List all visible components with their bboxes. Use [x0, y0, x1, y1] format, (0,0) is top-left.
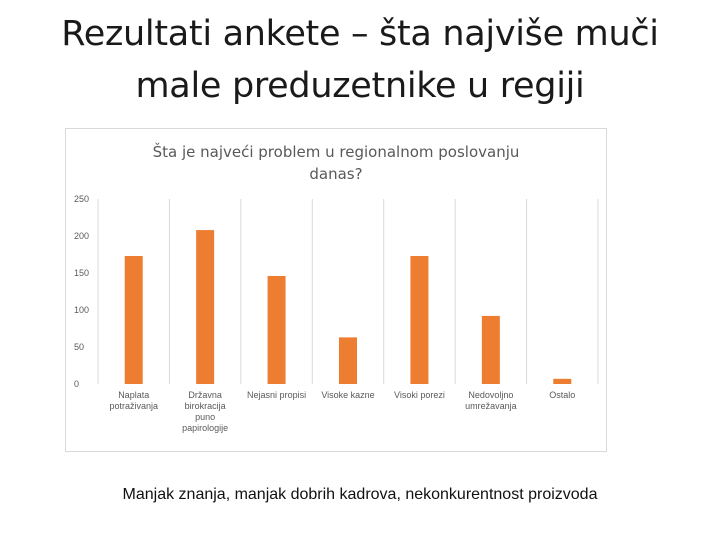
x-tick-label: birokracija: [185, 401, 226, 411]
y-tick-label: 150: [74, 268, 89, 278]
y-tick-label: 50: [74, 342, 84, 352]
x-tick-label: Visoke kazne: [321, 390, 374, 400]
slide-title-line-1: Rezultati ankete – šta najviše muči: [61, 14, 659, 54]
slide-title: Rezultati ankete – šta najviše muči male…: [0, 8, 720, 112]
x-tick-label: puno: [195, 412, 215, 422]
y-tick-label: 0: [74, 379, 79, 389]
bar: [267, 275, 286, 384]
x-tick-label: Državna: [188, 390, 222, 400]
x-tick-label: umrežavanja: [465, 401, 517, 411]
x-tick-label: Nejasni propisi: [247, 390, 306, 400]
bar: [410, 255, 429, 384]
x-tick-label: Nedovoljno: [468, 390, 513, 400]
x-tick-label: papirologije: [182, 423, 228, 433]
x-tick-label: Ostalo: [549, 390, 575, 400]
y-tick-label: 100: [74, 305, 89, 315]
bar: [339, 337, 357, 384]
bar-chart: Šta je najveći problem u regionalnom pos…: [65, 128, 607, 452]
chart-title-line-1: Šta je najveći problem u regionalnom pos…: [153, 142, 520, 161]
x-tick-label: Naplata: [118, 390, 149, 400]
slide-footnote: Manjak znanja, manjak dobrih kadrova, ne…: [122, 486, 598, 503]
bar: [553, 378, 572, 384]
slide-title-line-2: male preduzetnike u regiji: [135, 66, 585, 106]
bar: [124, 255, 143, 384]
chart-title-line-2: danas?: [309, 165, 362, 183]
bar: [196, 230, 215, 384]
x-tick-label: Visoki porezi: [394, 390, 445, 400]
y-tick-label: 200: [74, 231, 89, 241]
x-tick-label: potraživanja: [109, 401, 158, 411]
bar: [481, 315, 500, 384]
y-tick-label: 250: [74, 194, 89, 204]
bar-chart-svg: Šta je najveći problem u regionalnom pos…: [74, 142, 599, 433]
